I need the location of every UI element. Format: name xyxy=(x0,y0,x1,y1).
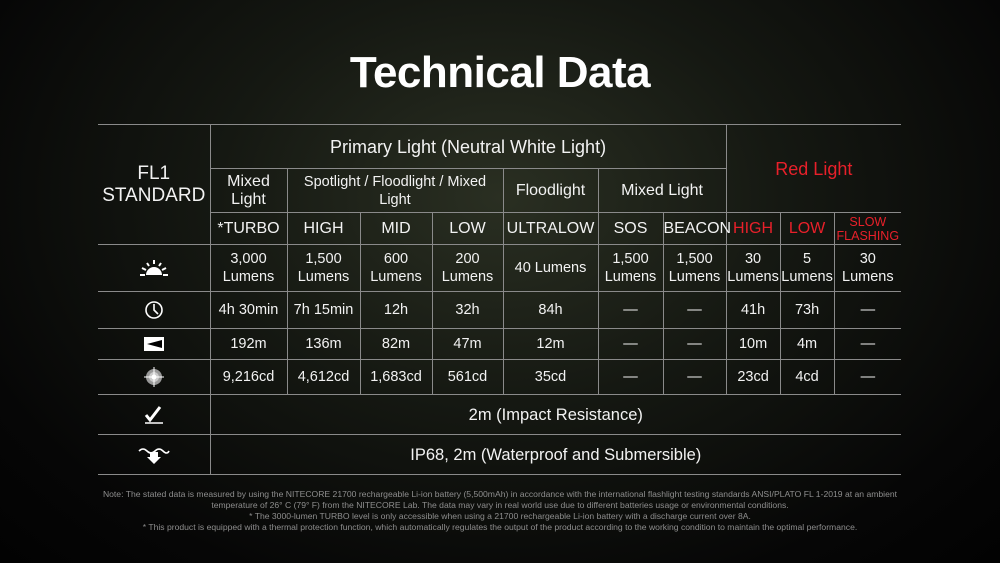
distance-value: 4m xyxy=(779,328,835,360)
runtime-value: 41h xyxy=(725,291,781,329)
distance-value: — xyxy=(597,328,664,360)
mode--turbo: *TURBO xyxy=(210,212,288,245)
intensity-value: 9,216cd xyxy=(209,359,288,395)
spec-table: FL1 STANDARD Primary Light (Neutral White… xyxy=(98,124,902,475)
mode-sos: SOS xyxy=(597,212,664,245)
distance-value: — xyxy=(833,328,902,360)
runtime-value: — xyxy=(597,291,664,329)
intensity-value: 23cd xyxy=(725,359,781,395)
intensity-value: — xyxy=(597,359,664,395)
runtime-value: 4h 30min xyxy=(209,291,288,329)
intensity-value: 1,683cd xyxy=(359,359,433,395)
impact-resistance-icon xyxy=(98,394,211,435)
model-line: FL1 xyxy=(137,162,171,184)
runtime-value: 73h xyxy=(779,291,835,329)
group-header: Mixed Light xyxy=(210,168,288,213)
distance-value: 12m xyxy=(502,328,599,360)
brightness-icon xyxy=(98,244,211,292)
output-value: 5 Lumens xyxy=(779,244,835,292)
mode-mid: MID xyxy=(359,212,433,245)
runtime-value: — xyxy=(662,291,727,329)
beam-distance-icon xyxy=(98,328,211,360)
output-value: 1,500 Lumens xyxy=(597,244,664,292)
intensity-value: 4,612cd xyxy=(286,359,361,395)
mode-ultralow: ULTRALOW xyxy=(502,212,599,245)
distance-value: 82m xyxy=(359,328,433,360)
distance-value: — xyxy=(662,328,727,360)
runtime-value: 12h xyxy=(359,291,433,329)
runtime-value: 84h xyxy=(502,291,599,329)
clock-icon xyxy=(98,291,211,329)
distance-value: 192m xyxy=(209,328,288,360)
intensity-value: — xyxy=(662,359,727,395)
output-value: 600 Lumens xyxy=(359,244,433,292)
intensity-value: 4cd xyxy=(779,359,835,395)
intensity-value: 35cd xyxy=(502,359,599,395)
mode-slow-flashing: SLOW FLASHING xyxy=(833,212,902,245)
mode-beacon: BEACON xyxy=(662,212,731,245)
intensity-value: — xyxy=(833,359,902,395)
mode-low: LOW xyxy=(779,212,835,245)
runtime-value: 7h 15min xyxy=(286,291,361,329)
footnote: Note: The stated data is measured by usi… xyxy=(102,489,898,510)
output-value: 3,000 Lumens xyxy=(209,244,288,292)
red-light-header: Red Light xyxy=(725,124,902,213)
mode-high: HIGH xyxy=(286,212,361,245)
output-value: 30 Lumens xyxy=(833,244,902,292)
output-value: 200 Lumens xyxy=(431,244,504,292)
model-line: STANDARD xyxy=(102,184,206,206)
output-value: 1,500 Lumens xyxy=(286,244,361,292)
mode-high: HIGH xyxy=(725,212,781,245)
runtime-value: — xyxy=(833,291,902,329)
distance-value: 10m xyxy=(725,328,781,360)
group-header: Floodlight xyxy=(502,168,599,213)
distance-value: 136m xyxy=(286,328,361,360)
intensity-value: 561cd xyxy=(431,359,504,395)
runtime-value: 32h xyxy=(431,291,504,329)
distance-value: 47m xyxy=(431,328,504,360)
footnote: * The 3000-lumen TURBO level is only acc… xyxy=(249,511,751,521)
peak-intensity-icon xyxy=(98,359,211,395)
primary-light-header: Primary Light (Neutral White Light) xyxy=(209,124,727,169)
waterproof-icon xyxy=(98,434,211,475)
footnote: * This product is equipped with a therma… xyxy=(142,522,858,532)
page-title: Technical Data xyxy=(349,48,651,97)
output-value: 30 Lumens xyxy=(725,244,781,292)
footnotes: Note: The stated data is measured by usi… xyxy=(80,489,920,533)
group-header: Spotlight / Floodlight / Mixed Light xyxy=(286,168,504,213)
waterproof-value: IP68, 2m (Waterproof and Submersible) xyxy=(209,434,902,475)
impact-value: 2m (Impact Resistance) xyxy=(209,394,902,435)
output-value: 40 Lumens xyxy=(502,244,599,292)
group-header: Mixed Light xyxy=(597,168,727,213)
mode-low: LOW xyxy=(431,212,504,245)
output-value: 1,500 Lumens xyxy=(662,244,727,292)
model-name: FL1 STANDARD xyxy=(98,124,211,245)
